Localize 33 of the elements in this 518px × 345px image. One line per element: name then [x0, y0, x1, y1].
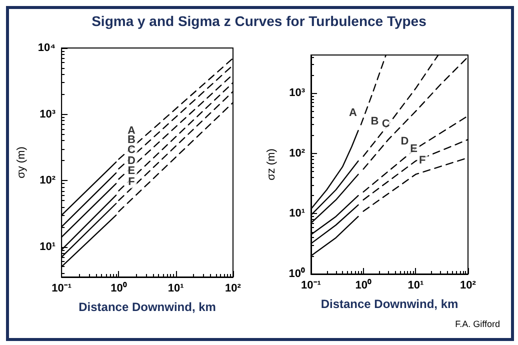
- y-tick-label: 10⁴: [38, 42, 56, 54]
- annotation: F: [418, 154, 426, 167]
- y-tick-label: 10¹: [289, 208, 306, 220]
- y-tick-label: 10¹: [40, 240, 56, 253]
- y-tick-label: 10³: [40, 108, 56, 120]
- annotation: B: [127, 134, 136, 146]
- annotation: C: [127, 144, 136, 156]
- x-tick-label: 10⁰: [110, 282, 127, 294]
- x-tick-label: 10¹: [408, 280, 424, 292]
- annotation: D: [400, 135, 409, 148]
- y-tick-label: 10²: [289, 147, 306, 160]
- text: F.A. Gifford: [455, 319, 500, 329]
- chart-title: Sigma y and Sigma z Curves for Turbulence Types: [90, 13, 428, 29]
- annotation: E: [410, 143, 418, 156]
- x-tick-label: 10⁰: [355, 278, 372, 292]
- x-tick-label: 10⁻¹: [301, 280, 322, 292]
- y-axis-title: σy (m): [16, 146, 28, 178]
- annotation: C: [382, 118, 390, 130]
- x-tick-label: 10¹: [168, 282, 184, 294]
- annotation: A: [348, 107, 357, 120]
- x-axis-title: Distance Downwind, km: [320, 297, 458, 311]
- x-tick-label: 10²: [460, 280, 476, 292]
- x-tick-label: 10⁻¹: [52, 282, 72, 294]
- x-axis-title: Distance Downwind, km: [78, 300, 216, 314]
- annotation: E: [128, 164, 136, 177]
- y-axis-title: σz (m): [266, 148, 278, 180]
- y-tick-label: 10⁰: [288, 267, 305, 280]
- annotation: F: [128, 176, 136, 188]
- y-tick-label: 10²: [40, 174, 56, 187]
- x-tick-label: 10²: [225, 282, 242, 294]
- annotation: B: [370, 116, 379, 128]
- y-tick-label: 10³: [289, 87, 306, 100]
- annotation: D: [127, 155, 136, 168]
